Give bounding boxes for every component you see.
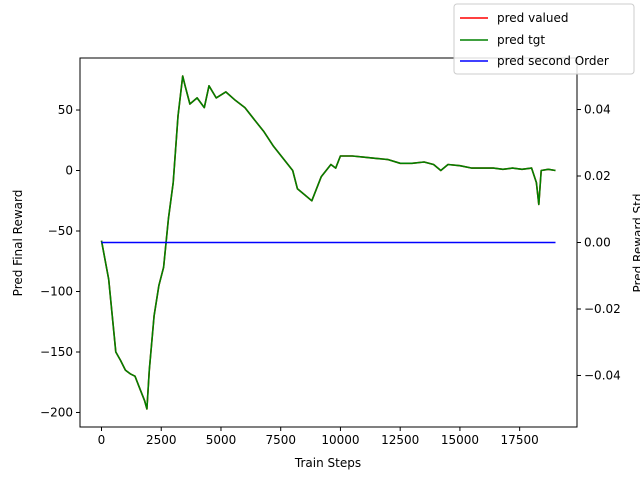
y2-tick-label: 0.04 <box>584 103 611 117</box>
y2-tick-label: −0.02 <box>584 302 621 316</box>
y-axis-label: Pred Final Reward <box>11 190 25 297</box>
series-line-pred-tgt <box>100 75 556 410</box>
x-axis-label: Train Steps <box>294 456 361 470</box>
y-axis-ticks: 50 0 −50 −100 −150 −200 <box>40 103 80 419</box>
y-tick-label: −150 <box>40 345 73 359</box>
y-tick-label: −200 <box>40 405 73 419</box>
y-tick-label: −50 <box>48 224 73 238</box>
legend-label-pred-second-order: pred second Order <box>497 54 609 68</box>
x-tick-label: 0 <box>98 433 106 447</box>
x-tick-label: 17500 <box>501 433 539 447</box>
legend-label-pred-valued: pred valued <box>497 11 569 25</box>
y2-axis-label: Pred Reward Std <box>631 194 640 293</box>
x-tick-label: 5000 <box>206 433 237 447</box>
legend: pred valued pred tgt pred second Order <box>453 3 635 75</box>
x-axis-ticks: 0 2500 5000 7500 10000 12500 15000 17500 <box>98 427 539 447</box>
x-tick-label: 7500 <box>265 433 296 447</box>
y-tick-label: 50 <box>58 103 73 117</box>
y2-tick-label: 0.00 <box>584 236 611 250</box>
x-tick-label: 10000 <box>321 433 359 447</box>
x-tick-label: 12500 <box>381 433 419 447</box>
legend-box <box>453 3 635 75</box>
x-tick-label: 15000 <box>441 433 479 447</box>
series-layer <box>100 75 556 410</box>
y-tick-label: 0 <box>65 164 73 178</box>
y2-tick-label: −0.04 <box>584 368 621 382</box>
y2-axis-ticks: 0.04 0.02 0.00 −0.02 −0.04 <box>577 103 621 382</box>
x-tick-label: 2500 <box>146 433 177 447</box>
y-tick-label: −100 <box>40 284 73 298</box>
legend-label-pred-tgt: pred tgt <box>497 33 545 47</box>
y2-tick-label: 0.02 <box>584 169 611 183</box>
